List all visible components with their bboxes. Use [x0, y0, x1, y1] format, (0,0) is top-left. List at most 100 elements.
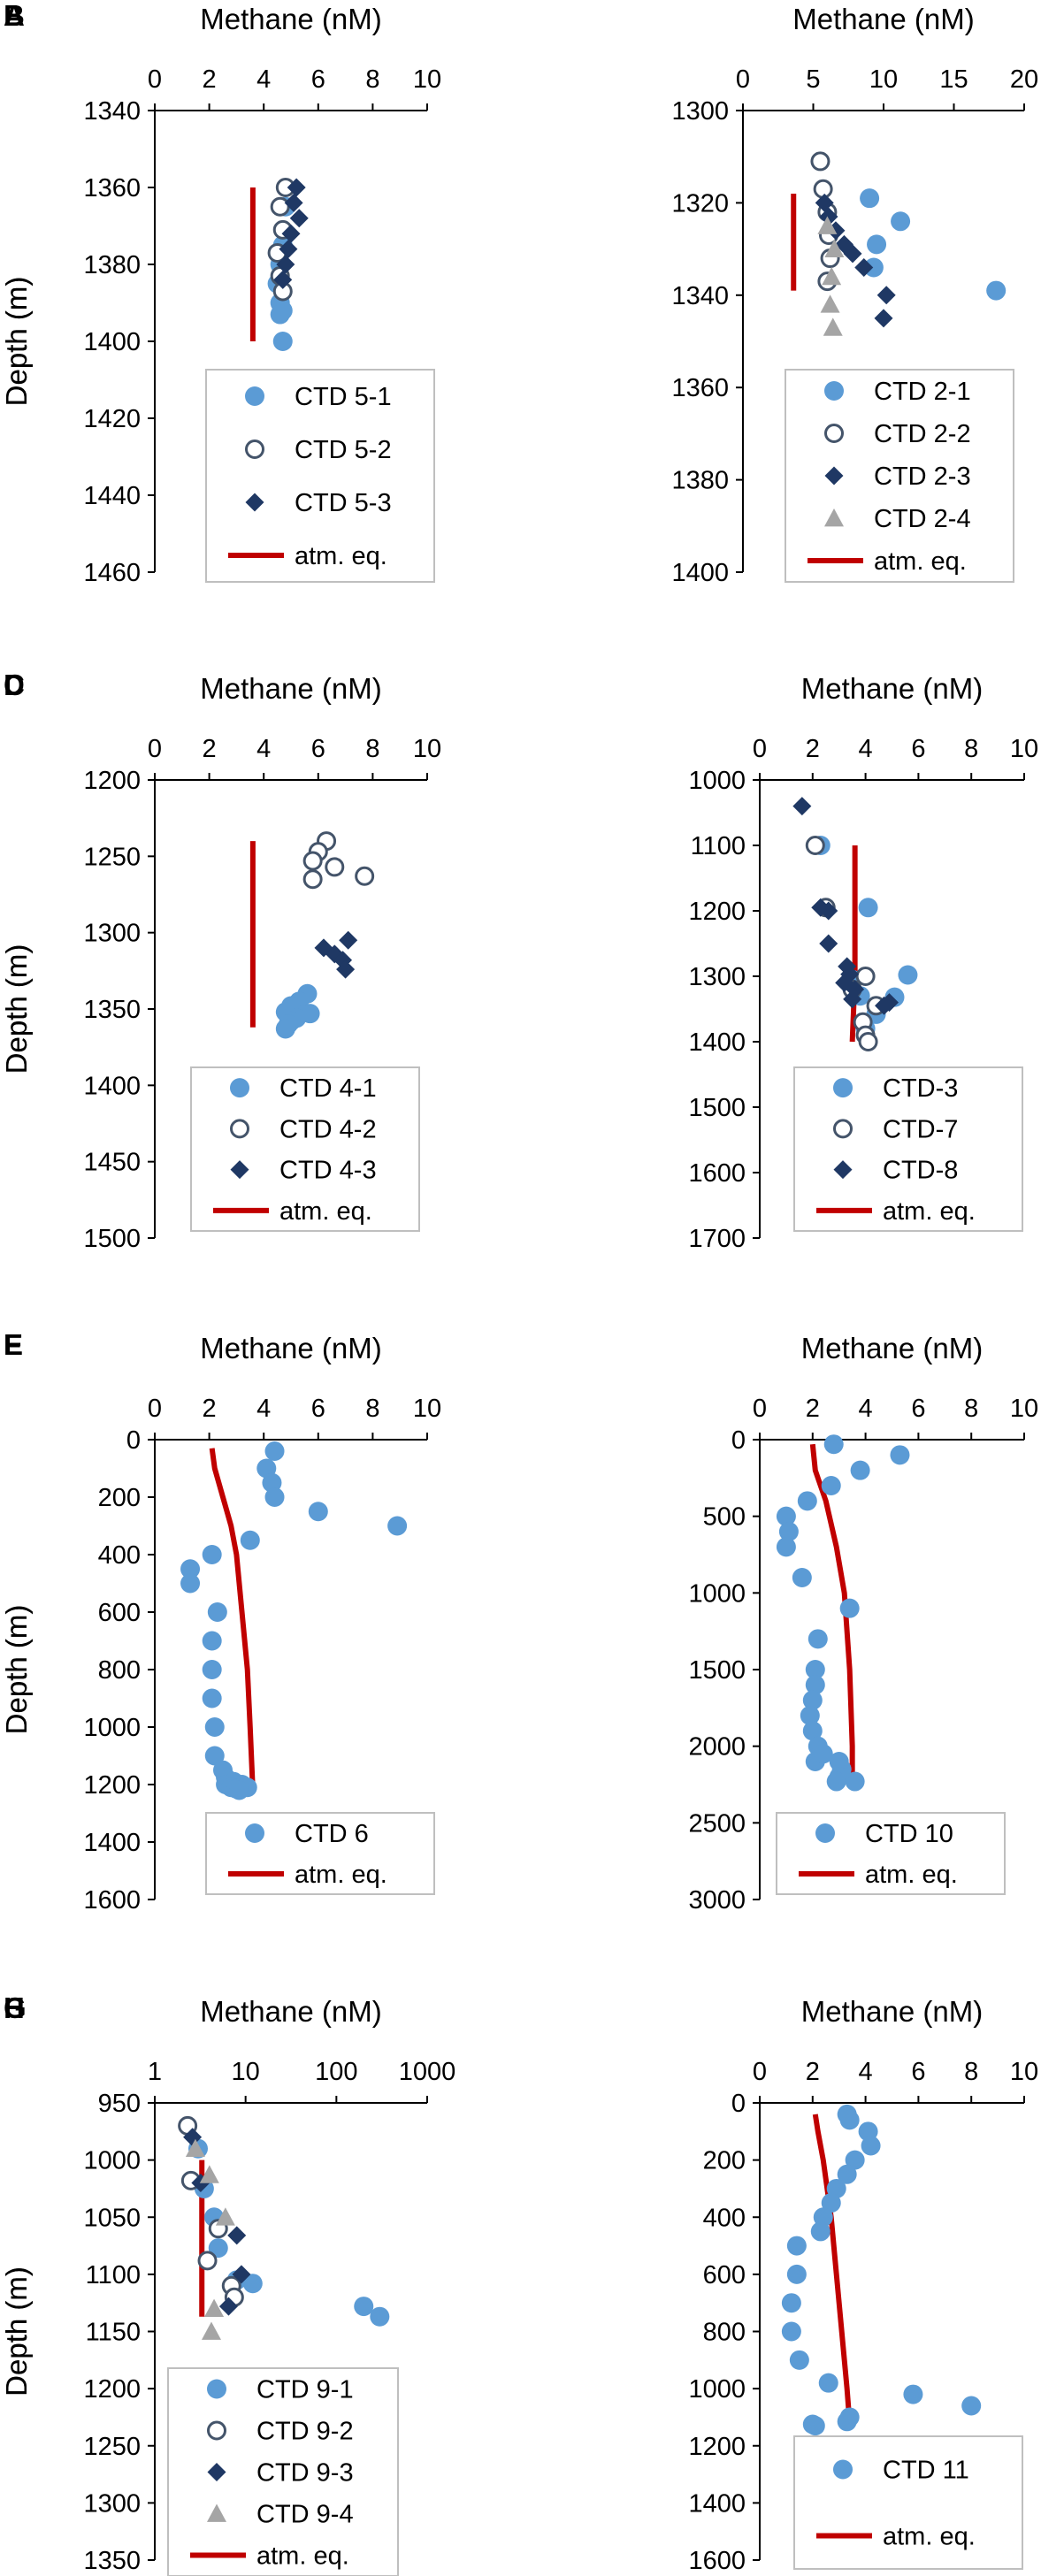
legend-swatch-ctd-6 — [245, 1823, 264, 1843]
series-ctd-9-3 — [183, 2128, 251, 2316]
y-tick-label: 1100 — [691, 832, 746, 860]
data-point — [805, 1660, 825, 1679]
data-point — [229, 1780, 249, 1800]
legend-swatch-ctd-10 — [815, 1823, 835, 1843]
legend-swatch-ctd-4-3 — [230, 1160, 249, 1180]
legend-label: CTD 5-1 — [295, 383, 392, 411]
x-tick-label: 6 — [911, 1395, 925, 1423]
legend-label: CTD 2-1 — [874, 378, 971, 406]
y-tick-label: 1700 — [688, 1225, 746, 1253]
x-tick-label: 4 — [859, 2058, 873, 2086]
x-tick-label: 10 — [413, 1395, 441, 1423]
x-tick-label: 0 — [753, 1395, 767, 1423]
data-point — [826, 1771, 846, 1792]
data-point — [786, 2264, 807, 2284]
data-point — [789, 2350, 809, 2370]
data-point — [817, 216, 838, 234]
x-tick-label: 10 — [232, 2058, 260, 2086]
legend-label: CTD 9-2 — [256, 2418, 354, 2446]
legend-label: CTD 10 — [865, 1820, 953, 1848]
x-tick-label: 100 — [315, 2058, 357, 2086]
x-tick-label: 10 — [869, 65, 898, 94]
legend-label: atm. eq. — [279, 1197, 372, 1226]
data-point — [202, 1631, 222, 1651]
data-point — [898, 965, 918, 985]
x-tick-label: 0 — [148, 65, 162, 94]
data-point — [858, 1032, 878, 1051]
data-point — [863, 257, 884, 278]
x-tick-label: 2 — [203, 65, 217, 94]
x-axis-title: Methane (nM) — [200, 672, 381, 705]
y-axis-title: Depth (m) — [0, 1605, 33, 1735]
legend-swatch-ctd-11 — [833, 2459, 853, 2480]
data-point — [287, 178, 306, 197]
legend-label: CTD 2-2 — [874, 420, 971, 448]
data-point — [797, 1491, 817, 1511]
x-tick-label: 2 — [806, 1395, 820, 1423]
x-tick-label: 6 — [311, 1395, 325, 1423]
data-point — [860, 188, 880, 209]
legend-swatch-ctd-2-1 — [824, 381, 844, 401]
data-point — [204, 1717, 225, 1737]
x-axis-title: Methane (nM) — [200, 3, 381, 35]
x-tick-label: 6 — [911, 735, 925, 763]
data-point — [786, 2236, 807, 2256]
legend-label: CTD-3 — [883, 1074, 958, 1103]
legend-swatch-ctd-3 — [833, 1078, 853, 1098]
data-point — [242, 2274, 263, 2294]
legend-swatch-ctd-9-4 — [207, 2503, 226, 2522]
data-point — [270, 304, 290, 325]
series-ctd-4-3 — [314, 930, 358, 979]
x-tick-label: 8 — [365, 1395, 379, 1423]
legend-label: atm. eq. — [874, 547, 967, 576]
panel-letter: B — [4, 0, 25, 32]
data-point — [875, 996, 894, 1015]
x-tick-label: 6 — [311, 65, 325, 94]
x-tick-label: 1 — [148, 2058, 162, 2086]
data-point — [802, 1721, 823, 1741]
data-point — [781, 2293, 801, 2313]
data-point — [818, 2373, 838, 2393]
y-tick-label: 1600 — [688, 1159, 746, 1188]
x-tick-label: 20 — [1010, 65, 1038, 94]
y-axis-title: Depth (m) — [0, 277, 33, 407]
data-point — [820, 294, 840, 313]
data-point — [858, 898, 878, 918]
y-tick-label: 1100 — [86, 2261, 141, 2289]
y-tick-label: 1500 — [688, 1656, 746, 1685]
legend-box — [205, 369, 435, 583]
y-tick-label: 3000 — [688, 1886, 746, 1915]
y-tick-label: 600 — [703, 2261, 746, 2289]
y-tick-label: 600 — [98, 1599, 141, 1627]
legend-label: CTD 9-4 — [256, 2501, 354, 2529]
data-point — [776, 1506, 796, 1526]
data-point — [890, 1445, 910, 1465]
data-point — [199, 2165, 219, 2183]
data-point — [813, 179, 833, 199]
panel-letter: E — [4, 1328, 23, 1361]
series-ctd-9-4 — [185, 2138, 235, 2340]
legend-label: atm. eq. — [295, 1861, 387, 1889]
data-point — [325, 857, 345, 877]
data-point — [837, 2412, 857, 2432]
data-point — [302, 851, 323, 871]
x-tick-label: 4 — [256, 735, 271, 763]
data-point — [276, 255, 295, 274]
series-ctd-8 — [792, 797, 899, 1015]
data-point — [876, 286, 896, 305]
y-tick-label: 1000 — [83, 1714, 141, 1742]
y-tick-label: 1500 — [688, 1094, 746, 1122]
data-point — [855, 967, 876, 986]
legend-swatch-ctd-5-1 — [245, 386, 264, 406]
data-point — [823, 317, 843, 336]
data-point — [810, 151, 831, 172]
panel-d: D Methane (nM) Depth (m) 0 2 4 6 8 10 1000 1100 120… — [0, 669, 1038, 1253]
data-point — [961, 2396, 982, 2416]
x-tick-label: 6 — [311, 735, 325, 763]
y-tick-label: 1350 — [83, 2547, 141, 2575]
legend: CTD 10 atm. eq. — [776, 1812, 1006, 1895]
y-tick-label: 1400 — [83, 1829, 141, 1857]
y-tick-label: 1460 — [83, 559, 141, 587]
x-tick-label: 0 — [753, 735, 767, 763]
